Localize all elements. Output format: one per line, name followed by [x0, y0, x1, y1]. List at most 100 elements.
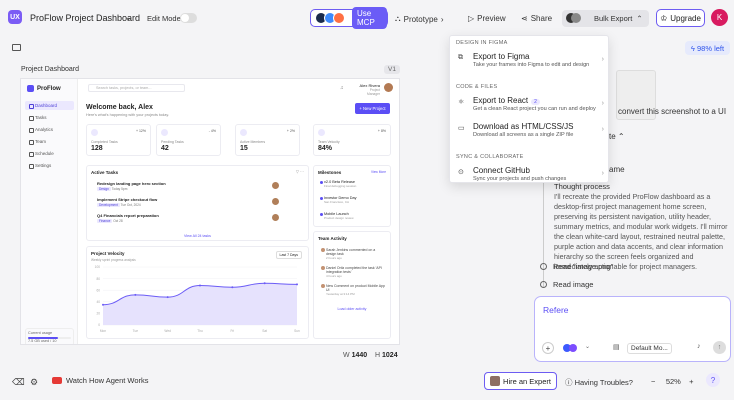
credits-badge[interactable]: ϟ 98% left: [685, 41, 730, 55]
model-select[interactable]: Default Mo...: [627, 343, 672, 354]
mic-icon[interactable]: ♪: [697, 343, 701, 350]
nav-analytics[interactable]: Analytics: [25, 125, 74, 134]
trash-icon[interactable]: ⌫: [12, 377, 25, 387]
chevron-right-icon: ›: [601, 126, 604, 133]
nav-schedule[interactable]: Schedule: [25, 149, 74, 158]
nav-team[interactable]: Team: [25, 137, 74, 146]
connect-github-item[interactable]: ⊙ Connect GitHub Sync your projects and …: [456, 164, 606, 184]
chat-composer[interactable]: Refere + ⌄ ▤ Default Mo... ♪ ↑: [534, 296, 731, 362]
item-subtitle: Sync your projects and push changes: [473, 176, 567, 182]
user-avatar[interactable]: K: [711, 9, 728, 26]
app-search-input[interactable]: Search tasks, projects, or team...: [88, 84, 185, 92]
use-mcp-button[interactable]: Use MCP: [310, 7, 388, 29]
bulk-export-button[interactable]: Bulk Export ⌃: [562, 10, 649, 27]
dashboard-frame[interactable]: ProFlow Dashboard Tasks Analytics Team S…: [20, 78, 400, 345]
hire-label: Hire an Expert: [503, 376, 551, 386]
app-logo[interactable]: UX: [8, 10, 22, 24]
filter-icon[interactable]: ▽ ⋯: [295, 169, 304, 174]
chevron-down-icon[interactable]: ⌄: [125, 13, 132, 22]
attached-screenshot-thumbnail[interactable]: [616, 70, 656, 120]
play-icon: ▷: [468, 14, 475, 23]
task-row[interactable]: Redesign landing page hero section Design…: [93, 181, 279, 195]
edit-mode-toggle[interactable]: [180, 13, 197, 23]
bulk-export-label: Bulk Export: [594, 14, 633, 23]
layers-panel-icon[interactable]: [12, 44, 21, 51]
watch-label: Watch How Agent Works: [66, 376, 149, 385]
download-html-item[interactable]: ▭ Download as HTML/CSS/JS Download all s…: [456, 120, 606, 142]
task-title: Redesign landing page hero section: [97, 181, 166, 186]
velocity-range-select[interactable]: Last 7 Days: [275, 251, 302, 259]
task-tag: Design: [97, 187, 111, 191]
export-to-figma-item[interactable]: ⧉ Export to Figma Take your frames into …: [456, 50, 606, 72]
velocity-point: [134, 293, 137, 296]
project-title[interactable]: ProFlow Project Dashboard: [30, 13, 141, 23]
use-mcp-label: Use MCP: [352, 7, 387, 29]
app-sidebar: ProFlow Dashboard Tasks Analytics Team S…: [21, 79, 78, 344]
app-user-avatar[interactable]: [384, 83, 393, 92]
app-main: Search tasks, projects, or team... ♫ Ale…: [78, 79, 399, 344]
settings-icon[interactable]: ⚙: [30, 377, 39, 387]
milestones-card: Milestones View More v2.0 Beta Release Fi…: [313, 165, 391, 227]
nav-tasks[interactable]: Tasks: [25, 113, 74, 122]
doc-icon[interactable]: ▤: [613, 344, 620, 351]
x-tick-label: Sun: [294, 329, 300, 333]
y-tick-label: 100: [95, 265, 101, 269]
milestone-title: v2.0 Beta Release: [324, 180, 356, 184]
milestone-item[interactable]: Investor Demo Day San Francisco, CA: [320, 196, 357, 204]
velocity-card: Project Velocity Weekly sprint progress …: [86, 246, 309, 339]
zoom-in-button[interactable]: +: [689, 377, 694, 386]
velocity-point: [166, 296, 169, 299]
frame-dimensions: W 1440: [343, 352, 367, 359]
upgrade-button[interactable]: ♔ Upgrade: [656, 9, 705, 27]
load-more-activity-link[interactable]: Load older activity: [337, 307, 367, 311]
prototype-button[interactable]: ⛬ Prototype ›: [395, 14, 444, 24]
share-button[interactable]: ⋖ Share: [521, 14, 552, 23]
chevron-up-icon: ⌃: [617, 132, 625, 141]
help-icon[interactable]: ?: [706, 373, 720, 387]
question-icon: ⓘ: [565, 378, 573, 387]
frame-version-tag[interactable]: V1: [384, 65, 400, 74]
milestone-sub: Final debugging session: [324, 184, 357, 188]
usage-bar: [28, 337, 71, 339]
composer-input[interactable]: Refere: [543, 305, 569, 315]
milestone-item[interactable]: Mobile Launch Product design review: [320, 212, 354, 220]
new-project-button[interactable]: + New Project: [355, 103, 390, 114]
brand-name: ProFlow: [37, 85, 61, 92]
export-to-react-item[interactable]: ⚛ Export to React 2 Get a clean React pro…: [456, 94, 606, 116]
add-attachment-icon[interactable]: +: [542, 342, 554, 354]
milestone-item[interactable]: v2.0 Beta Release Final debugging session: [319, 180, 357, 188]
app-user[interactable]: Alex Rivera Project Manager: [358, 83, 380, 96]
chevron-down-icon[interactable]: ⌄: [585, 344, 591, 350]
activity-time: 4 hours ago: [326, 274, 342, 278]
activity-item: Daniel Ortiz completed the task 'API int…: [321, 266, 386, 278]
view-all-tasks-link[interactable]: View All 24 tasks: [184, 234, 211, 238]
milestones-view-more[interactable]: View More: [371, 170, 386, 174]
github-icon: ⊙: [458, 169, 464, 176]
x-tick-label: Sat: [262, 329, 267, 333]
having-troubles-button[interactable]: ⓘ Having Troubles?: [565, 377, 633, 388]
watch-agent-link[interactable]: Watch How Agent Works: [52, 376, 149, 385]
usage-limit: / 10: [50, 339, 57, 343]
nav-settings[interactable]: Settings: [25, 161, 74, 170]
crown-icon: ♔: [660, 13, 668, 23]
preview-button[interactable]: ▷ Preview: [468, 14, 506, 23]
frame-height: 1024: [382, 352, 398, 359]
zoom-out-button[interactable]: −: [651, 377, 656, 386]
x-tick-label: Thu: [197, 329, 203, 333]
nav-dashboard[interactable]: Dashboard: [25, 101, 74, 110]
stat-card: + 2% Active Members 15: [235, 124, 300, 156]
bell-icon[interactable]: ♫: [340, 85, 344, 91]
hire-expert-button[interactable]: Hire an Expert: [484, 372, 557, 390]
section-toggle[interactable]: te ⌃: [609, 132, 625, 141]
item-title: Connect GitHub: [473, 166, 530, 175]
task-row[interactable]: Q4 Financials report preparation Finance …: [93, 213, 279, 227]
activity-text: Sarah Jenkins commented on a design task: [326, 248, 376, 256]
task-tag: Development: [97, 203, 120, 207]
activity-time: Yesterday at 3:14 PM: [326, 292, 355, 296]
task-row[interactable]: Implement Stripe checkout flow Developmen…: [93, 197, 279, 211]
send-icon[interactable]: ↑: [713, 341, 726, 354]
model-providers-icon[interactable]: [563, 344, 577, 352]
prototype-label: Prototype: [403, 14, 438, 24]
stat-change: + 12%: [135, 129, 146, 133]
x-tick-label: Tue: [133, 329, 139, 333]
